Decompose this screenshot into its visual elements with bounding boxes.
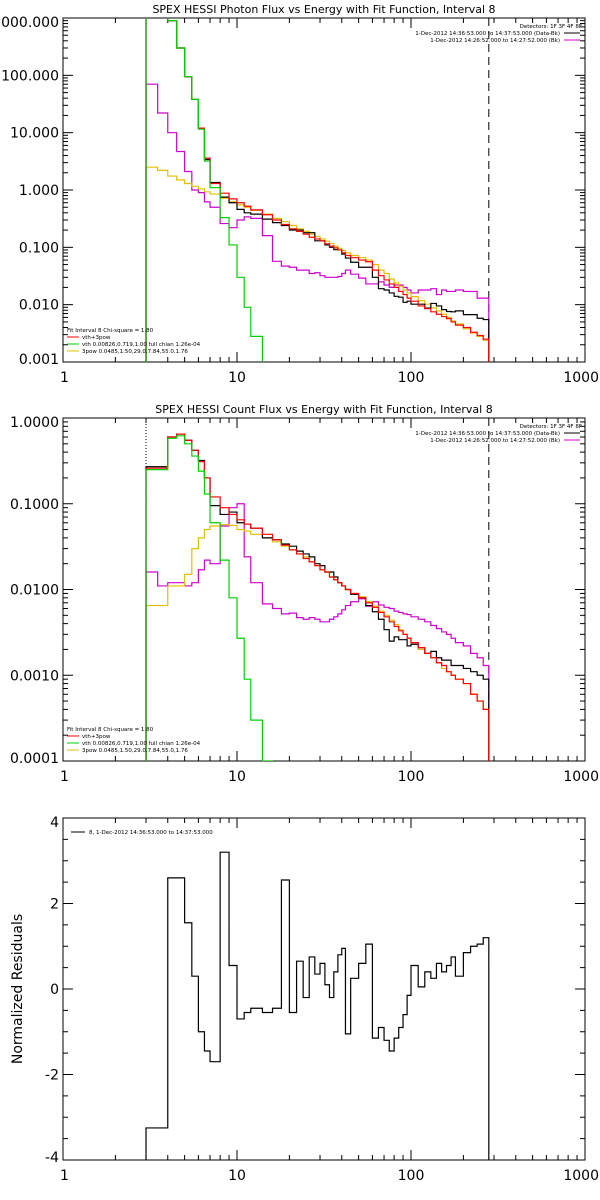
series-line-vth-3pow	[145, 18, 490, 362]
series-line-3pow	[145, 166, 490, 362]
series-line-vth	[145, 435, 274, 761]
legend-label: vth 0.00826,0.719,1.00 full chian 1.26e-…	[82, 741, 201, 747]
legend-label: 8, 1-Dec-2012 14:36:53.000 to 14:37:53.0…	[89, 830, 213, 836]
legend-label: 1-Dec-2012 14:36:53.000 to 14:37:53.000 …	[415, 31, 560, 37]
legend-label: 3pow 0.0485,1.50,29.0,7.84,55.0,1.76	[82, 349, 188, 355]
x-tick-label: 1	[60, 370, 69, 386]
legend-label: vth+3pow	[82, 734, 111, 740]
y-tick-label: 1.0000	[10, 415, 59, 431]
series-group	[145, 18, 490, 362]
legend-header: Fit Interval 8 Chi-square = 1.80	[67, 727, 154, 733]
y-tick-label: 0.100	[19, 240, 59, 256]
x-tick-label: 100	[398, 370, 425, 386]
x-tick-label: 100	[398, 769, 425, 785]
y-axis-label: Normalized Residuals	[10, 914, 26, 1064]
y-tick-label: 0.0001	[10, 751, 59, 767]
series-group	[145, 433, 490, 761]
x-tick-label: 1	[60, 1168, 69, 1184]
plot-frame	[62, 417, 586, 762]
series-line-data-bk	[145, 433, 490, 761]
y-tick-label: 1.000	[19, 183, 59, 199]
plot-frame	[62, 17, 586, 363]
series-line-3pow	[145, 524, 490, 761]
series-group	[145, 851, 490, 1160]
series-line-residuals	[145, 851, 490, 1160]
y-tick-label: 0.001	[19, 352, 59, 368]
legend-label: 1-Dec-2012 14:26:52.000 to 14:27:52.000 …	[430, 438, 560, 444]
legend-header: Detectors: 1F 3F 4F 8F	[520, 24, 582, 30]
legend-header: Detectors: 1F 3F 4F 8F	[520, 424, 582, 430]
y-tick-label: 0.0010	[10, 668, 59, 684]
x-tick-label: 10	[228, 769, 246, 785]
y-tick-label: 1000.000	[0, 15, 59, 31]
legend-label: 1-Dec-2012 14:36:53.000 to 14:37:53.000 …	[415, 431, 560, 437]
x-tick-label: 1000	[563, 370, 599, 386]
series-line-vth-3pow	[145, 433, 490, 761]
x-tick-label: 10	[228, 370, 246, 386]
series-line-data-bk	[145, 18, 490, 362]
y-tick-label: 2	[50, 897, 59, 913]
legend-label: 1-Dec-2012 14:26:52.000 to 14:27:52.000 …	[430, 38, 560, 44]
chart-title: SPEX HESSI Photon Flux vs Energy with Fi…	[152, 3, 495, 16]
x-tick-label: 10	[228, 1168, 246, 1184]
y-tick-label: 0.1000	[10, 497, 59, 513]
series-line-bk	[145, 83, 490, 362]
y-tick-label: 0.0100	[10, 583, 59, 599]
legend-label: vth 0.00826,0.719,1.00 full chian 1.26e-…	[82, 342, 201, 348]
y-tick-label: 10.000	[10, 126, 59, 142]
plot-frame	[62, 817, 586, 1161]
chart-panel-2: SPEX HESSI Count Flux vs Energy with Fit…	[10, 403, 599, 785]
x-tick-label: 1000	[563, 769, 599, 785]
y-tick-label: 100.000	[1, 68, 59, 84]
x-tick-label: 100	[398, 1168, 425, 1184]
legend-header: Fit Interval 8 Chi-square = 1.80	[67, 328, 154, 334]
y-tick-label: 4	[50, 815, 59, 831]
y-tick-label: -2	[45, 1068, 59, 1084]
legend-label: vth+3pow	[82, 335, 111, 341]
y-tick-label: 0.010	[19, 298, 59, 314]
x-tick-label: 1	[60, 769, 69, 785]
y-tick-label: -4	[45, 1150, 59, 1166]
series-line-vth	[145, 18, 264, 362]
chart-title: SPEX HESSI Count Flux vs Energy with Fit…	[155, 403, 492, 416]
x-tick-label: 1000	[563, 1168, 599, 1184]
chart-panel-3: 1 10 100 1000 -4 -2 0 2 4 Normalized Residuals 8, …	[10, 815, 599, 1184]
chart-panel-1: SPEX HESSI Photon Flux vs Energy with Fi…	[0, 3, 599, 386]
y-tick-label: 0	[50, 982, 59, 998]
series-line-bk	[145, 503, 490, 761]
legend-label: 3pow 0.0485,1.50,29.0,7.84,55.0,1.76	[82, 748, 188, 754]
